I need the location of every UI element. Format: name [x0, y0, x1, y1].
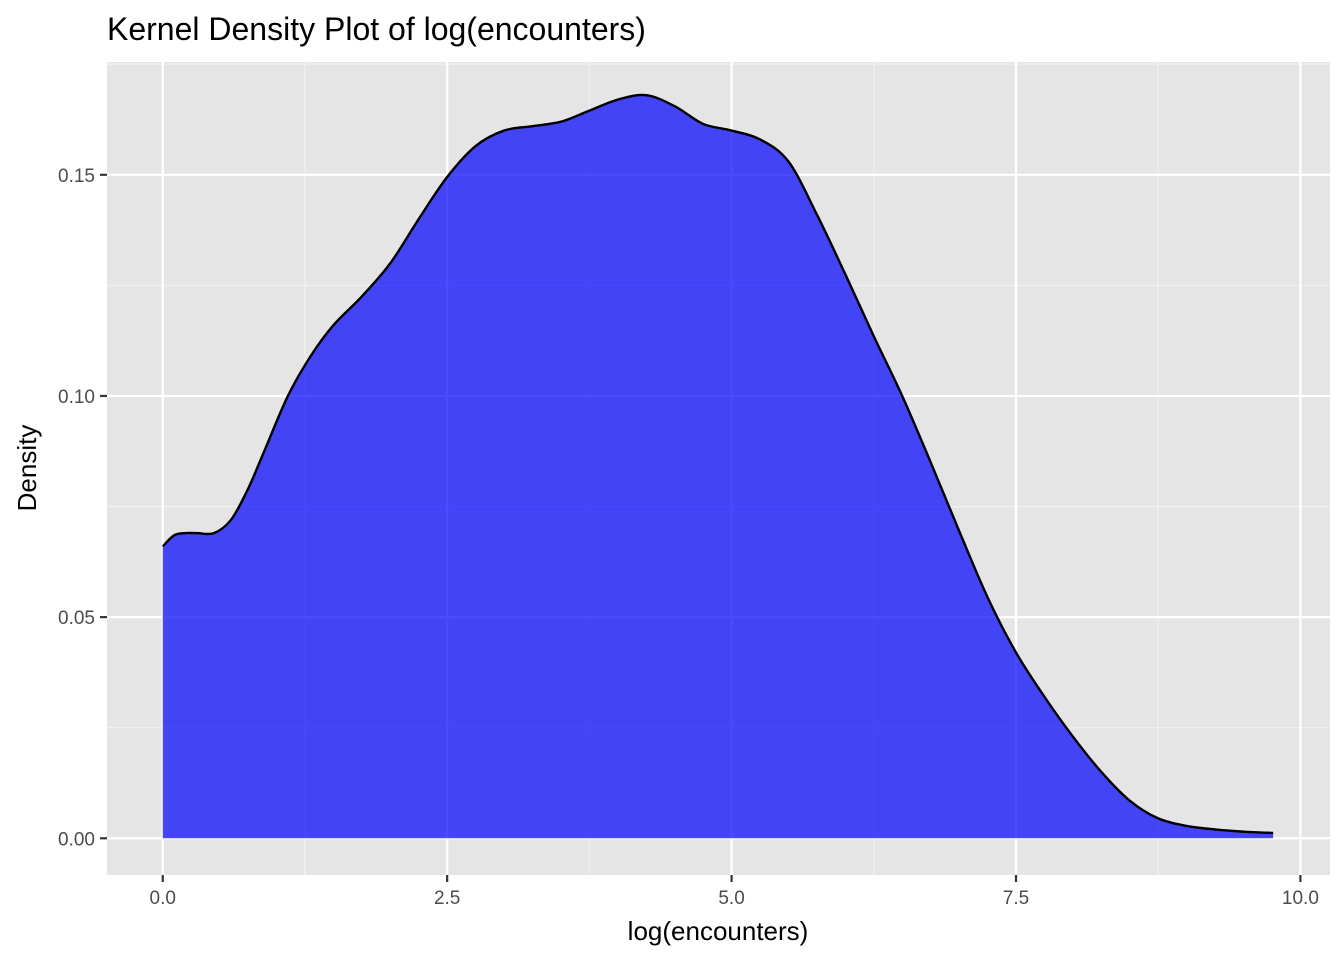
density-line	[161, 93, 1274, 835]
y-tick-label: 0.10	[58, 387, 95, 408]
x-tick-label: 0.0	[150, 888, 176, 909]
y-tick-label: 0.05	[58, 608, 95, 629]
y-axis-title: Density	[12, 425, 42, 512]
y-tick-label: 0.15	[58, 166, 95, 187]
x-tick-label: 2.5	[434, 888, 460, 909]
x-tick-label: 7.5	[1003, 888, 1029, 909]
x-tick-label: 5.0	[718, 888, 744, 909]
x-tick-label: 10.0	[1282, 888, 1319, 909]
y-axis: 0.00 0.05 0.10 0.15	[58, 166, 107, 850]
x-axis: 0.0 2.5 5.0 7.5 10.0	[150, 875, 1319, 909]
y-tick-label: 0.00	[58, 829, 95, 850]
x-axis-title: log(encounters)	[628, 916, 809, 946]
chart-title: Kernel Density Plot of log(encounters)	[107, 11, 646, 47]
density-area	[162, 94, 1274, 839]
